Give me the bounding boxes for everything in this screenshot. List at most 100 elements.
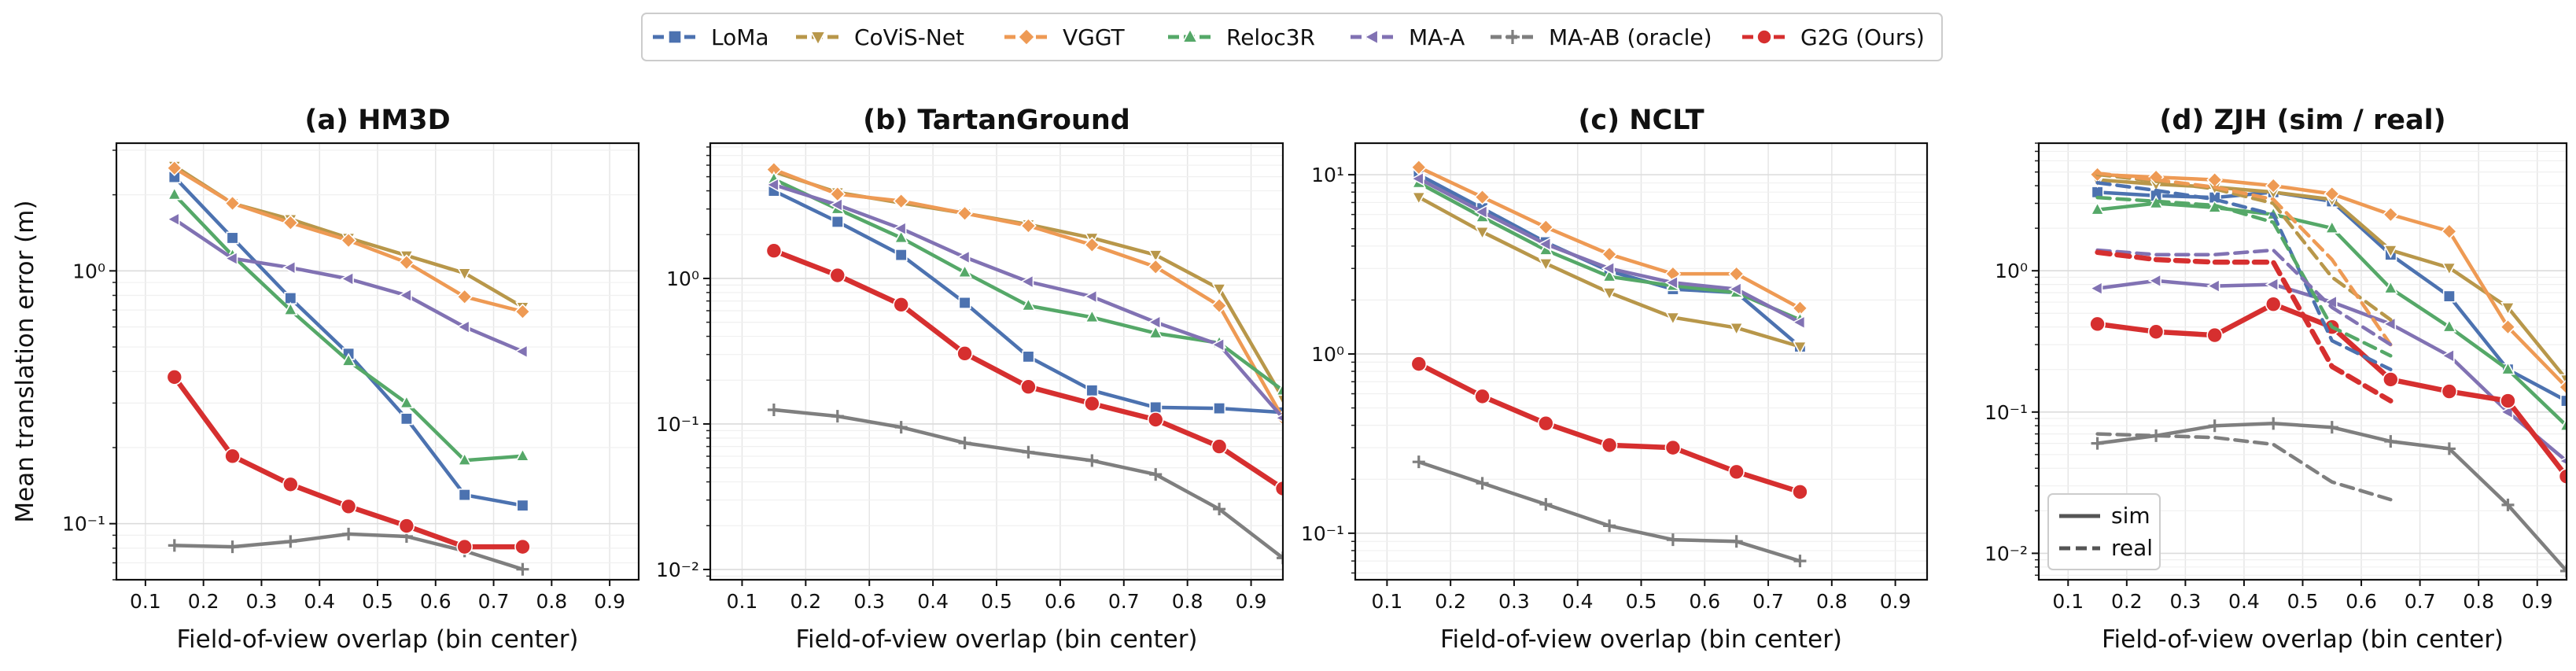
x-tick-label: 0.8 [1172, 590, 1203, 613]
data-point [166, 369, 183, 385]
series-line [772, 407, 1283, 560]
data-point [2558, 378, 2567, 396]
y-tick-label: 10⁰ [72, 260, 105, 282]
data-point [1666, 533, 1679, 547]
data-point [340, 498, 357, 515]
data-point [1601, 287, 1617, 301]
y-tick-label: 10⁻¹ [656, 413, 699, 436]
series-ma-a [166, 212, 529, 359]
x-tick-label: 0.1 [2052, 590, 2084, 613]
legend-marker [1017, 28, 1036, 46]
data-point [1211, 283, 1227, 297]
series-line [2095, 201, 2567, 428]
data-point [2147, 273, 2161, 289]
y-tick-label: 10⁰ [666, 267, 699, 290]
data-point [1277, 551, 1283, 565]
series-group [2089, 166, 2567, 577]
data-point [457, 452, 473, 466]
data-point [2500, 361, 2515, 375]
data-point [2441, 223, 2458, 240]
series-ma-a-real [2095, 248, 2393, 347]
legend-label: G2G (Ours) [1800, 24, 1925, 50]
data-point [1664, 275, 1679, 290]
data-point [341, 352, 356, 367]
x-tick-label: 0.1 [727, 590, 758, 613]
series-group [765, 161, 1283, 565]
series-g2g-ours-real [2095, 249, 2394, 404]
data-point [2324, 219, 2340, 234]
data-point [2558, 468, 2567, 485]
data-point [1665, 312, 1681, 326]
data-point [2559, 417, 2567, 432]
x-tick-label: 0.7 [478, 590, 510, 613]
data-point [514, 344, 529, 359]
data-point [456, 319, 470, 334]
data-point [1020, 378, 1037, 396]
data-point [1019, 274, 1034, 289]
data-point [2383, 280, 2398, 294]
panel-title: (a) HM3D [304, 105, 450, 136]
data-point [224, 251, 238, 266]
x-tick-label: 0.8 [2463, 590, 2494, 613]
x-tick-label: 0.2 [2111, 590, 2143, 613]
x-tick-label: 0.8 [1816, 590, 1848, 613]
data-point [224, 195, 241, 212]
data-point [1793, 555, 1807, 568]
data-point [1601, 260, 1615, 276]
data-point [1474, 205, 1488, 219]
data-point [1792, 484, 1808, 500]
data-point [2265, 277, 2279, 292]
data-point [282, 301, 298, 315]
data-point [1475, 226, 1490, 241]
data-point [1083, 289, 1098, 304]
data-point [2091, 437, 2104, 450]
x-tick-label: 0.6 [1045, 590, 1076, 613]
panel-title: (b) TartanGround [863, 105, 1130, 136]
data-point [1474, 189, 1491, 205]
x-tick-label: 0.4 [917, 590, 949, 613]
data-point [2384, 435, 2397, 448]
data-point [2441, 262, 2457, 276]
series-line [2095, 248, 2393, 347]
data-point [958, 296, 971, 309]
data-point [958, 437, 971, 450]
x-tick-label: 0.7 [2405, 590, 2436, 613]
data-point [1149, 468, 1163, 481]
data-point [1728, 265, 1745, 282]
panel-title: (d) ZJH (sim / real) [2159, 105, 2445, 136]
data-point [1020, 217, 1037, 234]
data-point [1601, 437, 1618, 454]
data-point [1791, 315, 1806, 330]
data-point [2442, 442, 2456, 455]
data-point [2441, 383, 2458, 400]
legend-item-covis-net: CoViS-Net [796, 24, 964, 50]
series-covis-net [766, 166, 1283, 407]
panel-3: 0.1 0.2 0.3 0.4 0.5 0.6 0.7 0.8 0.9 10⁻² 10⁻¹ 10⁰ (d… [1985, 105, 2568, 654]
data-point [1213, 503, 1226, 516]
data-point [829, 197, 843, 212]
series-ma-ab-oracle [1412, 455, 1807, 568]
data-point [398, 288, 412, 303]
data-point [1539, 498, 1553, 511]
data-point [1603, 519, 1616, 533]
data-point [2500, 393, 2516, 409]
data-point [894, 229, 909, 244]
x-tick-label: 0.6 [420, 590, 451, 613]
data-point [398, 254, 415, 271]
linestyle-legend-frame [2047, 493, 2161, 570]
data-point [1211, 297, 1228, 314]
data-point [2501, 498, 2515, 511]
y-tick-label: 10¹ [1311, 164, 1344, 186]
series-line [2095, 195, 2393, 358]
x-tick-label: 0.9 [2522, 590, 2553, 613]
data-point [1211, 438, 1228, 455]
panel-0: 0.1 0.2 0.3 0.4 0.5 0.6 0.7 0.8 0.9 10⁻¹ 10⁰ (a) HM… [11, 105, 640, 654]
panel-1: 0.1 0.2 0.3 0.4 0.5 0.6 0.7 0.8 0.9 10⁻² 10⁻¹ 10⁰ (b… [656, 105, 1284, 654]
y-tick-label: 10⁻¹ [62, 513, 105, 536]
x-tick-label: 0.7 [1108, 590, 1140, 613]
data-point [1664, 439, 1682, 456]
data-point [167, 186, 182, 201]
data-point [2089, 281, 2103, 296]
legend-marker [1181, 28, 1199, 43]
